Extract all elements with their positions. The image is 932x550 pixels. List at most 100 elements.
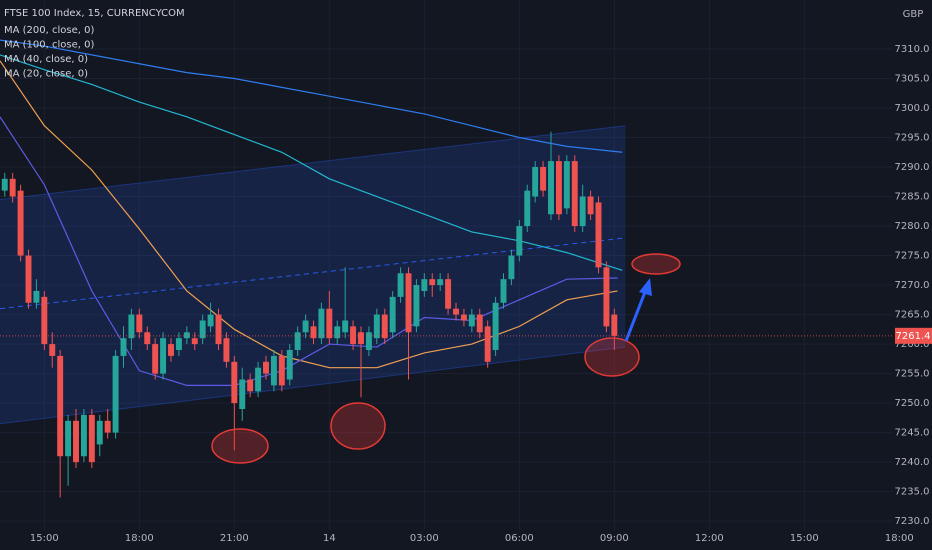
candle-body — [65, 420, 72, 457]
candle-body — [453, 308, 459, 315]
candle-body — [25, 255, 32, 303]
candle-body — [373, 314, 380, 339]
last-price-label: 7261.4 — [896, 331, 931, 342]
y-tick-label: 7290.0 — [895, 162, 930, 173]
legend-entry: MA (100, close, 0) — [4, 40, 94, 51]
candle-body — [9, 178, 16, 197]
candle-body — [460, 314, 467, 321]
candle-body — [334, 326, 341, 339]
candle-body — [587, 196, 594, 215]
candle-body — [175, 338, 182, 350]
candle-body — [579, 196, 586, 227]
y-tick-label: 7310.0 — [895, 44, 930, 55]
candle-body — [437, 279, 444, 286]
candle-body — [508, 255, 515, 280]
candle-body — [571, 161, 578, 227]
candle-body — [96, 420, 103, 445]
candle-body — [421, 279, 428, 291]
highlight-ellipse — [330, 402, 386, 450]
candle-body — [595, 202, 602, 268]
candle-body — [445, 279, 452, 309]
x-tick-label: 18:00 — [885, 533, 914, 544]
candle-body — [318, 308, 325, 339]
x-tick-label: 15:00 — [30, 533, 59, 544]
x-tick-label: 09:00 — [600, 533, 629, 544]
y-tick-label: 7305.0 — [895, 73, 930, 84]
candle-body — [342, 320, 349, 333]
y-tick-label: 7285.0 — [895, 192, 930, 203]
candle-body — [468, 314, 475, 327]
y-tick-label: 7260.0 — [895, 339, 930, 350]
legend-entry: MA (20, close, 0) — [4, 69, 88, 80]
candle-body — [611, 314, 618, 336]
candle-body — [191, 338, 198, 345]
candle-body — [278, 355, 285, 386]
candle-body — [429, 279, 436, 286]
candle-body — [120, 338, 127, 356]
candle-body — [183, 332, 190, 339]
y-tick-label: 7275.0 — [895, 251, 930, 262]
candle-body — [112, 355, 119, 433]
y-tick-label: 7270.0 — [895, 280, 930, 291]
candle-body — [17, 190, 24, 256]
y-tick-label: 7245.0 — [895, 428, 930, 439]
annotations — [211, 253, 681, 464]
channel-lower — [0, 346, 626, 425]
ma-line — [0, 60, 618, 369]
chart-title: FTSE 100 Index, 15, CURRENCYCOM — [4, 8, 185, 19]
price-axis — [893, 0, 932, 550]
candle-body — [358, 332, 364, 345]
candle-body — [41, 296, 48, 345]
ma-line — [0, 39, 623, 153]
arrow-head — [639, 278, 652, 296]
candle-body — [476, 314, 483, 333]
axes: 7230.0 7235.0 7240.0 7245.0 7250.0 7255.0 7260… — [0, 44, 932, 544]
candle-body — [294, 332, 301, 350]
candle-body — [492, 302, 499, 350]
candle-body — [500, 279, 507, 303]
candle-body — [231, 361, 238, 404]
candle-body — [389, 296, 396, 333]
currency-label: GBP — [903, 9, 924, 20]
candle-body — [532, 167, 539, 197]
candle-body — [80, 414, 87, 457]
candle-body — [49, 344, 56, 356]
x-tick-label: 18:00 — [125, 533, 154, 544]
y-tick-label: 7235.0 — [895, 487, 930, 498]
candle-body — [1, 178, 8, 191]
candle-body — [263, 361, 269, 374]
arrow-shaft — [624, 291, 647, 342]
highlight-ellipse — [584, 337, 640, 377]
legend: FTSE 100 Index, 15, CURRENCYCOM MA (200,… — [4, 8, 185, 80]
candle-body — [350, 326, 357, 345]
candle-body — [326, 308, 333, 339]
x-tick-label: 12:00 — [695, 533, 724, 544]
candle-body — [381, 314, 388, 339]
y-tick-label: 7295.0 — [895, 133, 930, 144]
candle-body — [255, 367, 262, 392]
ma-line — [0, 116, 618, 387]
y-tick-label: 7240.0 — [895, 457, 930, 468]
candle-body — [286, 349, 293, 380]
y-tick-label: 7265.0 — [895, 310, 930, 321]
candle-body — [365, 332, 372, 350]
candle-body — [88, 414, 95, 463]
candle-body — [247, 379, 254, 392]
moving-averages — [0, 39, 623, 387]
candle-body — [405, 273, 412, 333]
candle-body — [128, 314, 135, 339]
candle-body — [104, 420, 111, 433]
candle-body — [223, 338, 230, 362]
candle-body — [548, 161, 554, 215]
candle-body — [152, 344, 159, 374]
candle-body — [239, 379, 246, 410]
y-tick-label: 7300.0 — [895, 103, 930, 114]
candle-body — [270, 355, 277, 386]
y-tick-label: 7230.0 — [895, 516, 930, 527]
candle-body — [199, 320, 206, 339]
target-ellipse — [631, 253, 681, 275]
candle-body — [57, 355, 64, 457]
candle-body — [207, 314, 214, 327]
candle-body — [555, 161, 562, 215]
